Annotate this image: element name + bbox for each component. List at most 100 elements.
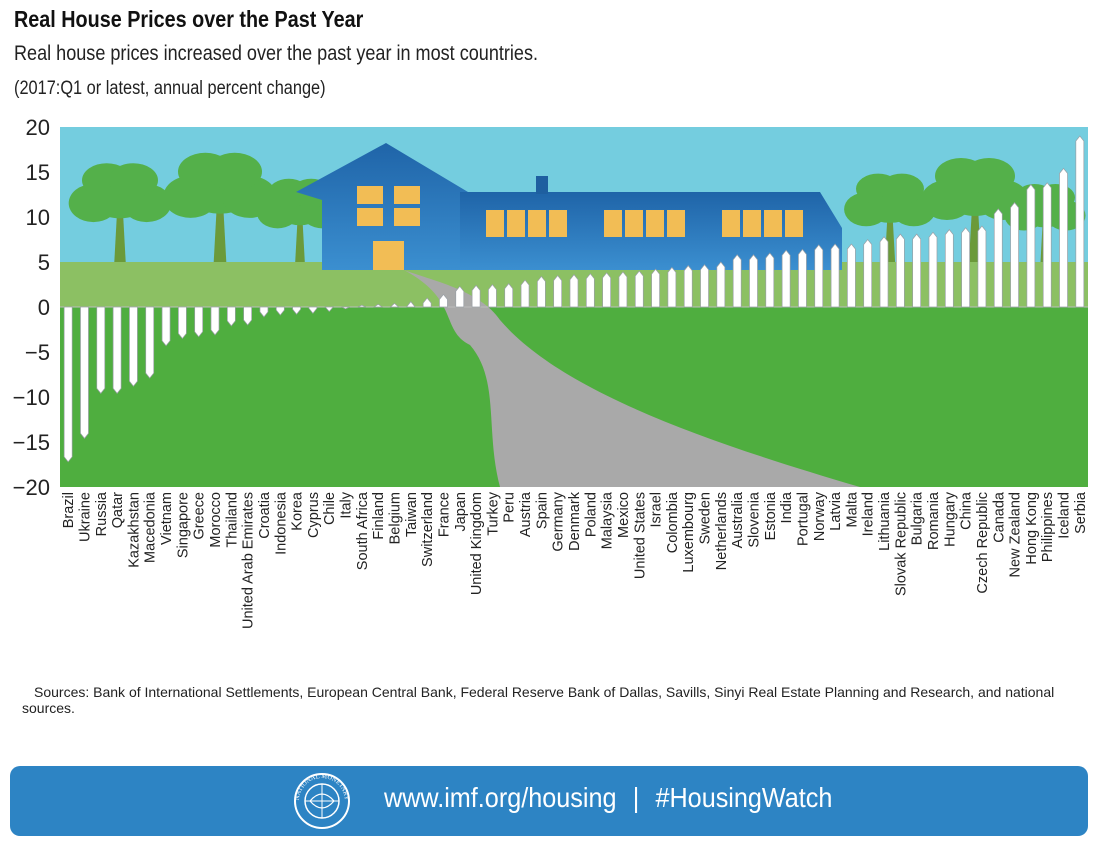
- x-tick-label: Iceland: [1057, 492, 1073, 539]
- x-tick-label: Belgium: [388, 492, 404, 544]
- bar-morocco: [210, 306, 220, 336]
- x-tick-label: Indonesia: [273, 491, 289, 555]
- x-axis: Brazil Ukraine Russia Qatar Kazakhstan Macedo…: [61, 491, 1089, 629]
- window-icon: [357, 208, 383, 226]
- window-icon: [394, 208, 420, 226]
- bar-netherlands: [716, 261, 726, 308]
- footer-hashtag[interactable]: #HousingWatch: [655, 782, 833, 813]
- x-tick-label: Morocco: [208, 492, 224, 548]
- x-tick-label: Taiwan: [404, 492, 420, 537]
- x-tick-label: Estonia: [763, 491, 779, 540]
- bar-romania: [928, 231, 938, 308]
- bar-malta: [847, 243, 856, 308]
- window-icon: [604, 210, 622, 237]
- bar-turkey: [488, 283, 497, 308]
- bar-spain: [537, 275, 546, 308]
- bar-qatar: [112, 306, 122, 394]
- window-icon: [722, 210, 740, 237]
- window-icon: [764, 210, 782, 237]
- x-tick-label: Austria: [518, 491, 534, 537]
- window-icon: [486, 210, 504, 237]
- x-tick-label: Israel: [649, 492, 665, 527]
- bar-switzerland: [422, 297, 432, 308]
- x-tick-label: India: [779, 491, 795, 523]
- x-tick-label: Hong Kong: [1024, 492, 1040, 565]
- x-tick-label: Malta: [844, 491, 860, 527]
- x-tick-label: Kazakhstan: [126, 492, 142, 568]
- x-tick-label: Russia: [94, 491, 110, 536]
- bar-taiwan: [406, 301, 416, 308]
- x-tick-label: Philippines: [1040, 492, 1056, 562]
- x-tick-label: Macedonia: [143, 491, 159, 563]
- bar-sweden: [700, 264, 709, 308]
- bar-germany: [553, 274, 563, 308]
- bar-france: [439, 293, 448, 308]
- x-tick-label: Qatar: [110, 492, 126, 528]
- x-tick-label: Poland: [583, 492, 599, 537]
- bar-luxembourg: [683, 265, 693, 308]
- bar-norway: [814, 244, 824, 308]
- bar-new-zealand: [1010, 202, 1019, 308]
- y-tick-label: 5: [38, 250, 50, 275]
- bar-slovak-republic: [895, 233, 905, 308]
- x-tick-label: Turkey: [485, 491, 501, 536]
- x-tick-label: United Kingdom: [469, 492, 485, 595]
- x-tick-label: Denmark: [567, 491, 583, 551]
- bar-croatia: [259, 306, 269, 318]
- x-tick-label: Malaysia: [600, 491, 616, 549]
- x-tick-label: Australia: [730, 491, 746, 548]
- x-tick-label: Switzerland: [420, 492, 436, 567]
- window-icon: [357, 186, 383, 204]
- bar-kazakhstan: [129, 306, 138, 387]
- window-icon: [528, 210, 546, 237]
- x-tick-label: Latvia: [828, 491, 844, 531]
- bar-slovenia: [749, 254, 758, 308]
- x-tick-label: Brazil: [61, 492, 77, 528]
- x-tick-label: Hungary: [942, 491, 958, 547]
- bar-lithuania: [879, 236, 889, 308]
- y-tick-label: −10: [13, 385, 50, 410]
- x-tick-label: Croatia: [257, 491, 273, 539]
- x-tick-label: Norway: [812, 491, 828, 541]
- bar-cyprus: [308, 306, 318, 314]
- x-tick-label: Italy: [339, 491, 355, 518]
- tree-icon: [163, 152, 277, 262]
- bar-latvia: [830, 243, 840, 308]
- x-tick-label: Mexico: [616, 492, 632, 538]
- footer-url-link[interactable]: www.imf.org/housing: [384, 782, 617, 813]
- bar-czech-republic: [977, 225, 987, 308]
- x-tick-label: Spain: [534, 492, 550, 529]
- y-axis: 20 15 10 5 0 −5 −10 −15 −20: [13, 115, 50, 500]
- x-tick-label: Greece: [192, 492, 208, 540]
- x-tick-label: France: [436, 492, 452, 537]
- x-tick-label: Singapore: [175, 492, 191, 558]
- bar-hong-kong: [1026, 184, 1036, 308]
- bar-poland: [585, 273, 595, 308]
- bar-united-kingdom: [471, 284, 481, 308]
- y-tick-label: 20: [26, 115, 50, 140]
- bar-south-africa: [357, 304, 367, 308]
- bar-united-states: [634, 270, 644, 308]
- x-tick-label: Thailand: [224, 492, 240, 548]
- bar-chile: [324, 306, 335, 313]
- bar-portugal: [798, 248, 807, 308]
- x-tick-label: Czech Republic: [975, 492, 991, 594]
- x-tick-label: Cyprus: [306, 492, 322, 538]
- bar-israel: [651, 268, 660, 308]
- door-icon: [373, 241, 404, 270]
- tree-icon: [68, 163, 172, 262]
- bar-finland: [373, 303, 384, 308]
- x-tick-label: Netherlands: [714, 492, 730, 570]
- y-tick-label: −20: [13, 475, 50, 500]
- window-icon: [646, 210, 664, 237]
- imf-seal-logo: INTERNATIONAL MONETARY FUND: [293, 772, 350, 829]
- bar-hungary: [944, 229, 954, 308]
- bar-colombia: [667, 266, 677, 308]
- bar-australia: [732, 254, 742, 308]
- bar-india: [781, 249, 791, 308]
- x-tick-label: South Africa: [355, 491, 371, 570]
- bar-singapore: [178, 306, 187, 340]
- footer-text: www.imf.org/housing | #HousingWatch: [384, 782, 832, 814]
- window-icon: [667, 210, 685, 237]
- bar-vietnam: [161, 306, 171, 347]
